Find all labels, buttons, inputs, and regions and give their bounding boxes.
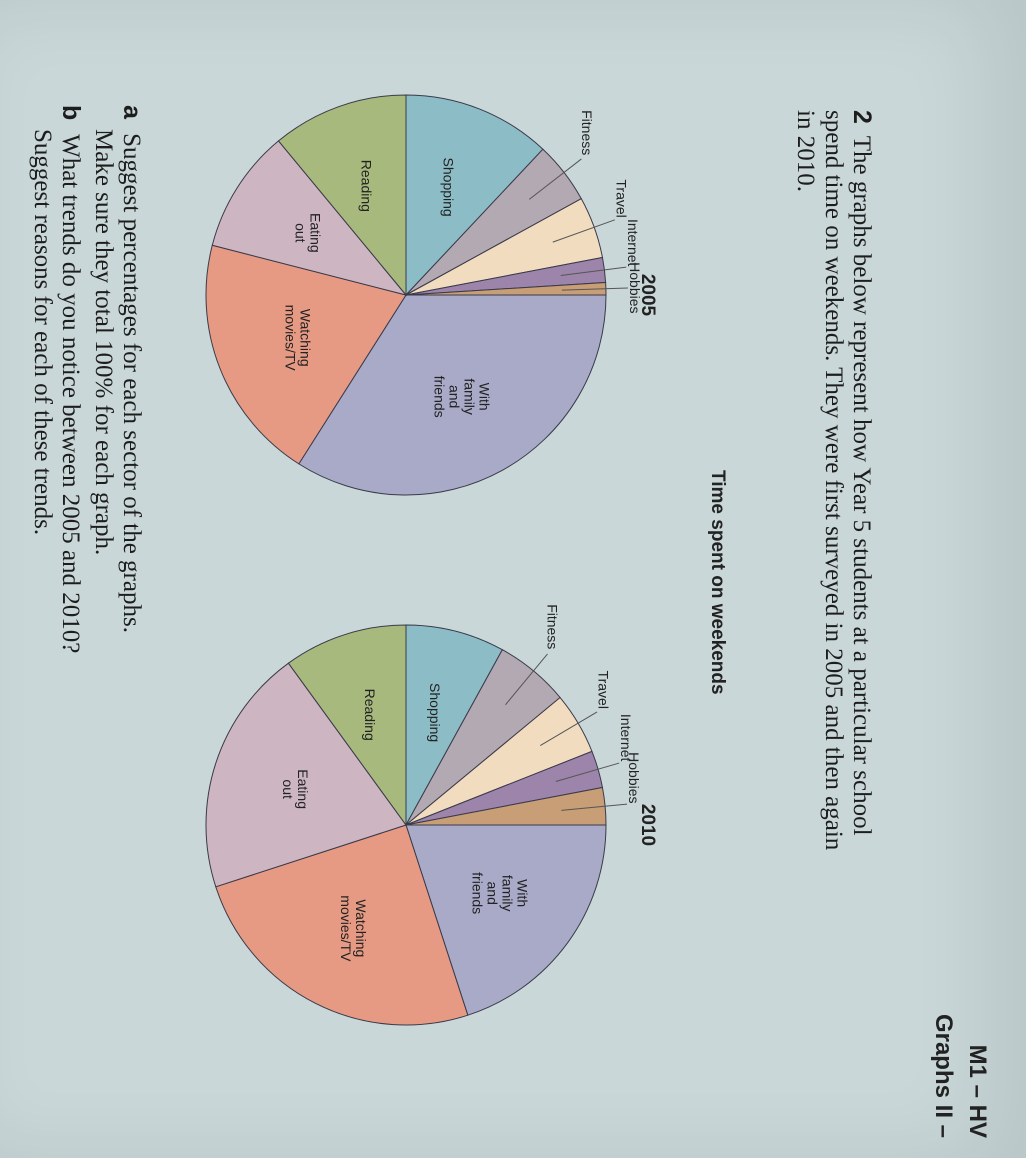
leader-line-travel-2005 (552, 219, 616, 243)
leader-line-travel-2010 (540, 711, 598, 747)
label-fitness-2005: Fitness (579, 110, 595, 155)
prompt-a-line-1: Suggest percentages for each sector of t… (118, 133, 145, 633)
label-internet-2010: Internet (618, 714, 634, 762)
slice-with-family-and-friends-2010 (405, 824, 607, 1016)
label-watching-movies-tv-2005: Watchingmovies/TV (283, 305, 314, 372)
leader-line-hobbies-2005 (561, 287, 628, 291)
leader-line-internet-2005 (560, 266, 627, 276)
slice-eating-out-2005 (211, 140, 408, 296)
prompt-a-line-2: Make sure they total 100% for each graph… (90, 129, 117, 556)
prompt-a-letter: a (118, 105, 146, 119)
pie-chart-2005-svg: 2005 Withfamilyandfriends Watchingmovies/T… (205, 94, 658, 496)
label-travel-2005: Travel (614, 179, 630, 217)
slice-shopping-2010 (405, 624, 504, 826)
label-with-family-and-friends-2010: Withfamilyandfriends (469, 872, 530, 914)
question-text: The graphs below represent how Year 5 st… (792, 110, 875, 851)
slice-eating-out-2010 (205, 662, 407, 888)
label-watching-movies-tv-2010: Watchingmovies/TV (338, 895, 369, 962)
label-shopping-2010: Shopping (427, 683, 443, 742)
label-internet-2005: Internet (625, 219, 641, 267)
label-fitness-2010: Fitness (544, 604, 560, 649)
prompt-b-letter: b (57, 105, 85, 121)
label-eating-out-2010: Eatingout (280, 769, 311, 809)
label-travel-2010: Travel (595, 671, 611, 709)
pie-chart-2005: 2005 Withfamilyandfriends Watchingmovies/T… (161, 60, 706, 560)
label-hobbies-2005: Hobbies (627, 262, 643, 313)
page-header: M1 – HV Graphs II – (926, 1014, 994, 1138)
header-line-1: M1 – HV (964, 1044, 991, 1138)
header-line-2: Graphs II – (930, 1013, 957, 1138)
pie-chart-2010: 2010 Withfamilyandfriends Watchingmovies/T… (161, 590, 706, 1090)
leader-line-hobbies-2010 (561, 803, 628, 811)
label-eating-out-2005: Eatingout (293, 213, 324, 253)
slice-watching-movies-tv-2010 (215, 824, 469, 1026)
chart-title-2010: 2010 (637, 804, 658, 846)
slice-reading-2005 (277, 94, 407, 297)
prompt-b: b What trends do you notice between 2005… (28, 105, 85, 1005)
leader-line-fitness-2005 (528, 158, 582, 200)
charts-subtitle: Time spent on weekends (707, 470, 728, 695)
prompt-b-line-2: Suggest reasons for each of these trends… (29, 129, 56, 536)
prompt-b-line-1: What trends do you notice between 2005 a… (57, 134, 84, 654)
label-reading-2005: Reading (359, 160, 375, 212)
chart-title-2005: 2005 (637, 274, 658, 317)
question-number: 2 (848, 110, 876, 124)
label-hobbies-2010: Hobbies (626, 752, 642, 803)
label-reading-2010: Reading (362, 689, 378, 741)
slice-shopping-2005 (405, 94, 544, 297)
pie-chart-2010-svg: 2010 Withfamilyandfriends Watchingmovies/T… (205, 604, 658, 1026)
leader-line-fitness-2010 (505, 653, 548, 706)
leader-line-internet-2010 (555, 762, 620, 782)
slice-watching-movies-tv-2005 (205, 244, 407, 465)
label-shopping-2005: Shopping (441, 158, 457, 217)
slice-with-family-and-friends-2005 (298, 294, 607, 496)
prompt-a: a Suggest percentages for each sector of… (89, 105, 146, 1005)
question-2: 2 The graphs below represent how Year 5 … (791, 110, 876, 870)
slice-reading-2010 (287, 624, 407, 827)
label-with-family-and-friends-2005: Withfamilyandfriends (431, 376, 492, 418)
question-prompts: a Suggest percentages for each sector of… (24, 105, 146, 1005)
